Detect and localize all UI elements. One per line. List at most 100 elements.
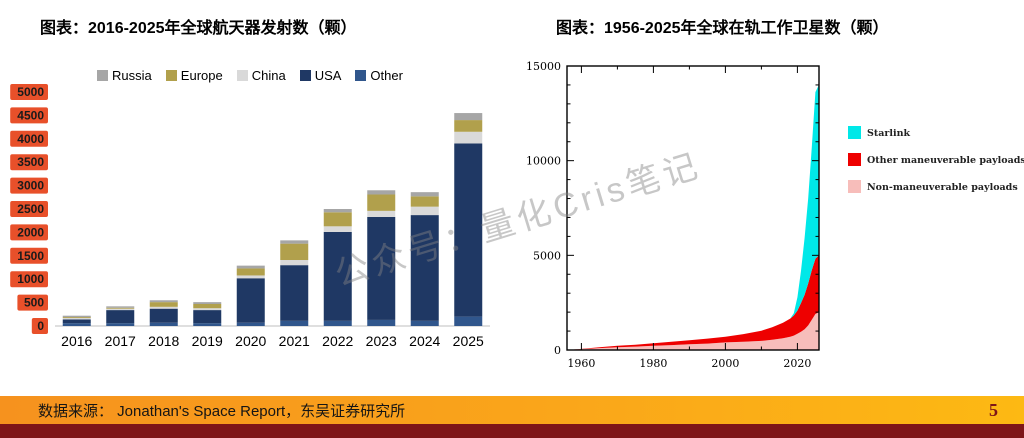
y-tick-highlight xyxy=(10,201,48,217)
bar-segment-other xyxy=(193,323,222,326)
y-tick-label: 15000 xyxy=(526,60,561,73)
y-tick-label: 500 xyxy=(24,296,44,310)
bar-segment-china xyxy=(62,318,91,320)
y-tick-label: 4500 xyxy=(17,108,44,122)
bar-segment-europe xyxy=(280,243,309,261)
bar-segment-europe xyxy=(149,302,178,307)
bar-segment-other xyxy=(149,322,178,326)
x-tick-label: 2016 xyxy=(61,333,92,349)
bar-segment-russia xyxy=(62,315,91,318)
legend-item-russia: Russia xyxy=(97,68,152,83)
data-source-text: 数据来源： Jonathan's Space Report，东吴证券研究所 xyxy=(38,402,406,420)
bar-segment-russia xyxy=(106,306,135,308)
x-tick-label: 2022 xyxy=(322,333,353,349)
x-tick-label: 2019 xyxy=(192,333,223,349)
bar-segment-russia xyxy=(323,209,352,213)
bar-segment-russia xyxy=(280,240,309,244)
bar-segment-other xyxy=(236,322,265,326)
legend-swatch xyxy=(236,70,248,81)
bar-segment-usa xyxy=(323,231,352,321)
y-tick-label: 0 xyxy=(37,319,44,333)
legend-item-china: China xyxy=(236,68,286,83)
y-tick-label: 5000 xyxy=(17,85,44,99)
legend-swatch xyxy=(848,153,861,166)
bar-segment-russia xyxy=(410,192,439,197)
area-non_maneuverable xyxy=(570,312,819,350)
legend-label: Other maneuverable payloads xyxy=(867,155,1024,166)
bar-segment-europe xyxy=(106,307,135,309)
bar-segment-russia xyxy=(236,265,265,269)
y-tick-label: 0 xyxy=(554,344,561,357)
bar-segment-europe xyxy=(193,304,222,309)
right-chart-title: 图表：1956-2025年全球在轨工作卫星数（颗） xyxy=(556,20,889,37)
y-tick-label: 1000 xyxy=(17,272,44,286)
bar-segment-china xyxy=(410,206,439,216)
legend-item-other: Other xyxy=(355,68,403,83)
launch-legend: Russia Europe China USA Other xyxy=(0,68,500,83)
bar-segment-other xyxy=(323,320,352,326)
legend-item-usa: USA xyxy=(299,68,342,83)
bar-segment-china xyxy=(367,210,396,217)
x-tick-label: 2021 xyxy=(279,333,310,349)
bar-segment-usa xyxy=(193,310,222,324)
y-tick-label: 5000 xyxy=(533,249,561,262)
x-tick-label: 2024 xyxy=(409,333,440,349)
area-other_maneuverable xyxy=(570,255,819,350)
bar-segment-russia xyxy=(193,302,222,305)
legend-swatch xyxy=(165,70,177,81)
x-tick-label: 1980 xyxy=(639,357,667,370)
legend-swatch xyxy=(299,70,311,81)
bar-segment-europe xyxy=(410,196,439,207)
bar-segment-china xyxy=(193,308,222,311)
bar-segment-russia xyxy=(367,190,396,195)
y-tick-highlight xyxy=(10,247,48,264)
bar-segment-europe xyxy=(323,212,352,227)
y-tick-highlight xyxy=(10,271,48,288)
y-tick-label: 2500 xyxy=(17,202,44,216)
y-tick-label: 3500 xyxy=(17,155,44,169)
x-tick-label: 1960 xyxy=(567,357,595,370)
y-tick-label: 4000 xyxy=(17,132,44,146)
bar-segment-china xyxy=(149,306,178,309)
legend-label: China xyxy=(251,68,286,83)
y-tick-highlight xyxy=(10,154,48,171)
y-tick-highlight xyxy=(10,130,48,147)
y-tick-label: 10000 xyxy=(526,155,561,168)
bar-segment-china xyxy=(236,275,265,279)
y-tick-highlight xyxy=(10,224,48,241)
x-tick-label: 2000 xyxy=(711,357,739,370)
legend-swatch xyxy=(97,70,109,81)
y-tick-label: 2000 xyxy=(17,225,44,239)
x-tick-label: 2020 xyxy=(783,357,811,370)
legend-label: Russia xyxy=(112,68,152,83)
bar-segment-china xyxy=(323,226,352,232)
legend-swatch xyxy=(355,70,367,81)
bar-segment-russia xyxy=(149,300,178,303)
legend-label: USA xyxy=(314,68,342,83)
source-bar: 数据来源： Jonathan's Space Report，东吴证券研究所 5 xyxy=(0,396,1024,424)
bar-segment-usa xyxy=(62,319,91,324)
x-tick-label: 2025 xyxy=(453,333,484,349)
legend-item-europe: Europe xyxy=(165,68,223,83)
bar-segment-usa xyxy=(410,215,439,321)
launch-bar-chart: 0 500 1000 1500 2000 2500 3000 3500 4000 4500 5000… xyxy=(10,84,490,349)
legend-label: Other xyxy=(370,68,403,83)
x-tick-label: 2018 xyxy=(148,333,179,349)
x-tick-label: 2017 xyxy=(105,333,136,349)
legend-label: Non-maneuverable payloads xyxy=(867,182,1018,193)
bar-segment-other xyxy=(367,319,396,326)
bar-segment-usa xyxy=(149,308,178,323)
bar-segment-other xyxy=(410,320,439,326)
bar-segment-other xyxy=(454,316,483,326)
x-tick-label: 2023 xyxy=(366,333,397,349)
y-tick-highlight xyxy=(10,84,48,100)
area-starlink xyxy=(570,84,819,350)
legend-swatch xyxy=(848,180,861,193)
bar-segment-usa xyxy=(454,143,483,317)
bar-segment-europe xyxy=(367,194,396,211)
bar-segment-other xyxy=(62,323,91,326)
y-tick-highlight xyxy=(17,294,48,311)
bar-segment-russia xyxy=(454,113,483,121)
bar-segment-other xyxy=(280,320,309,326)
